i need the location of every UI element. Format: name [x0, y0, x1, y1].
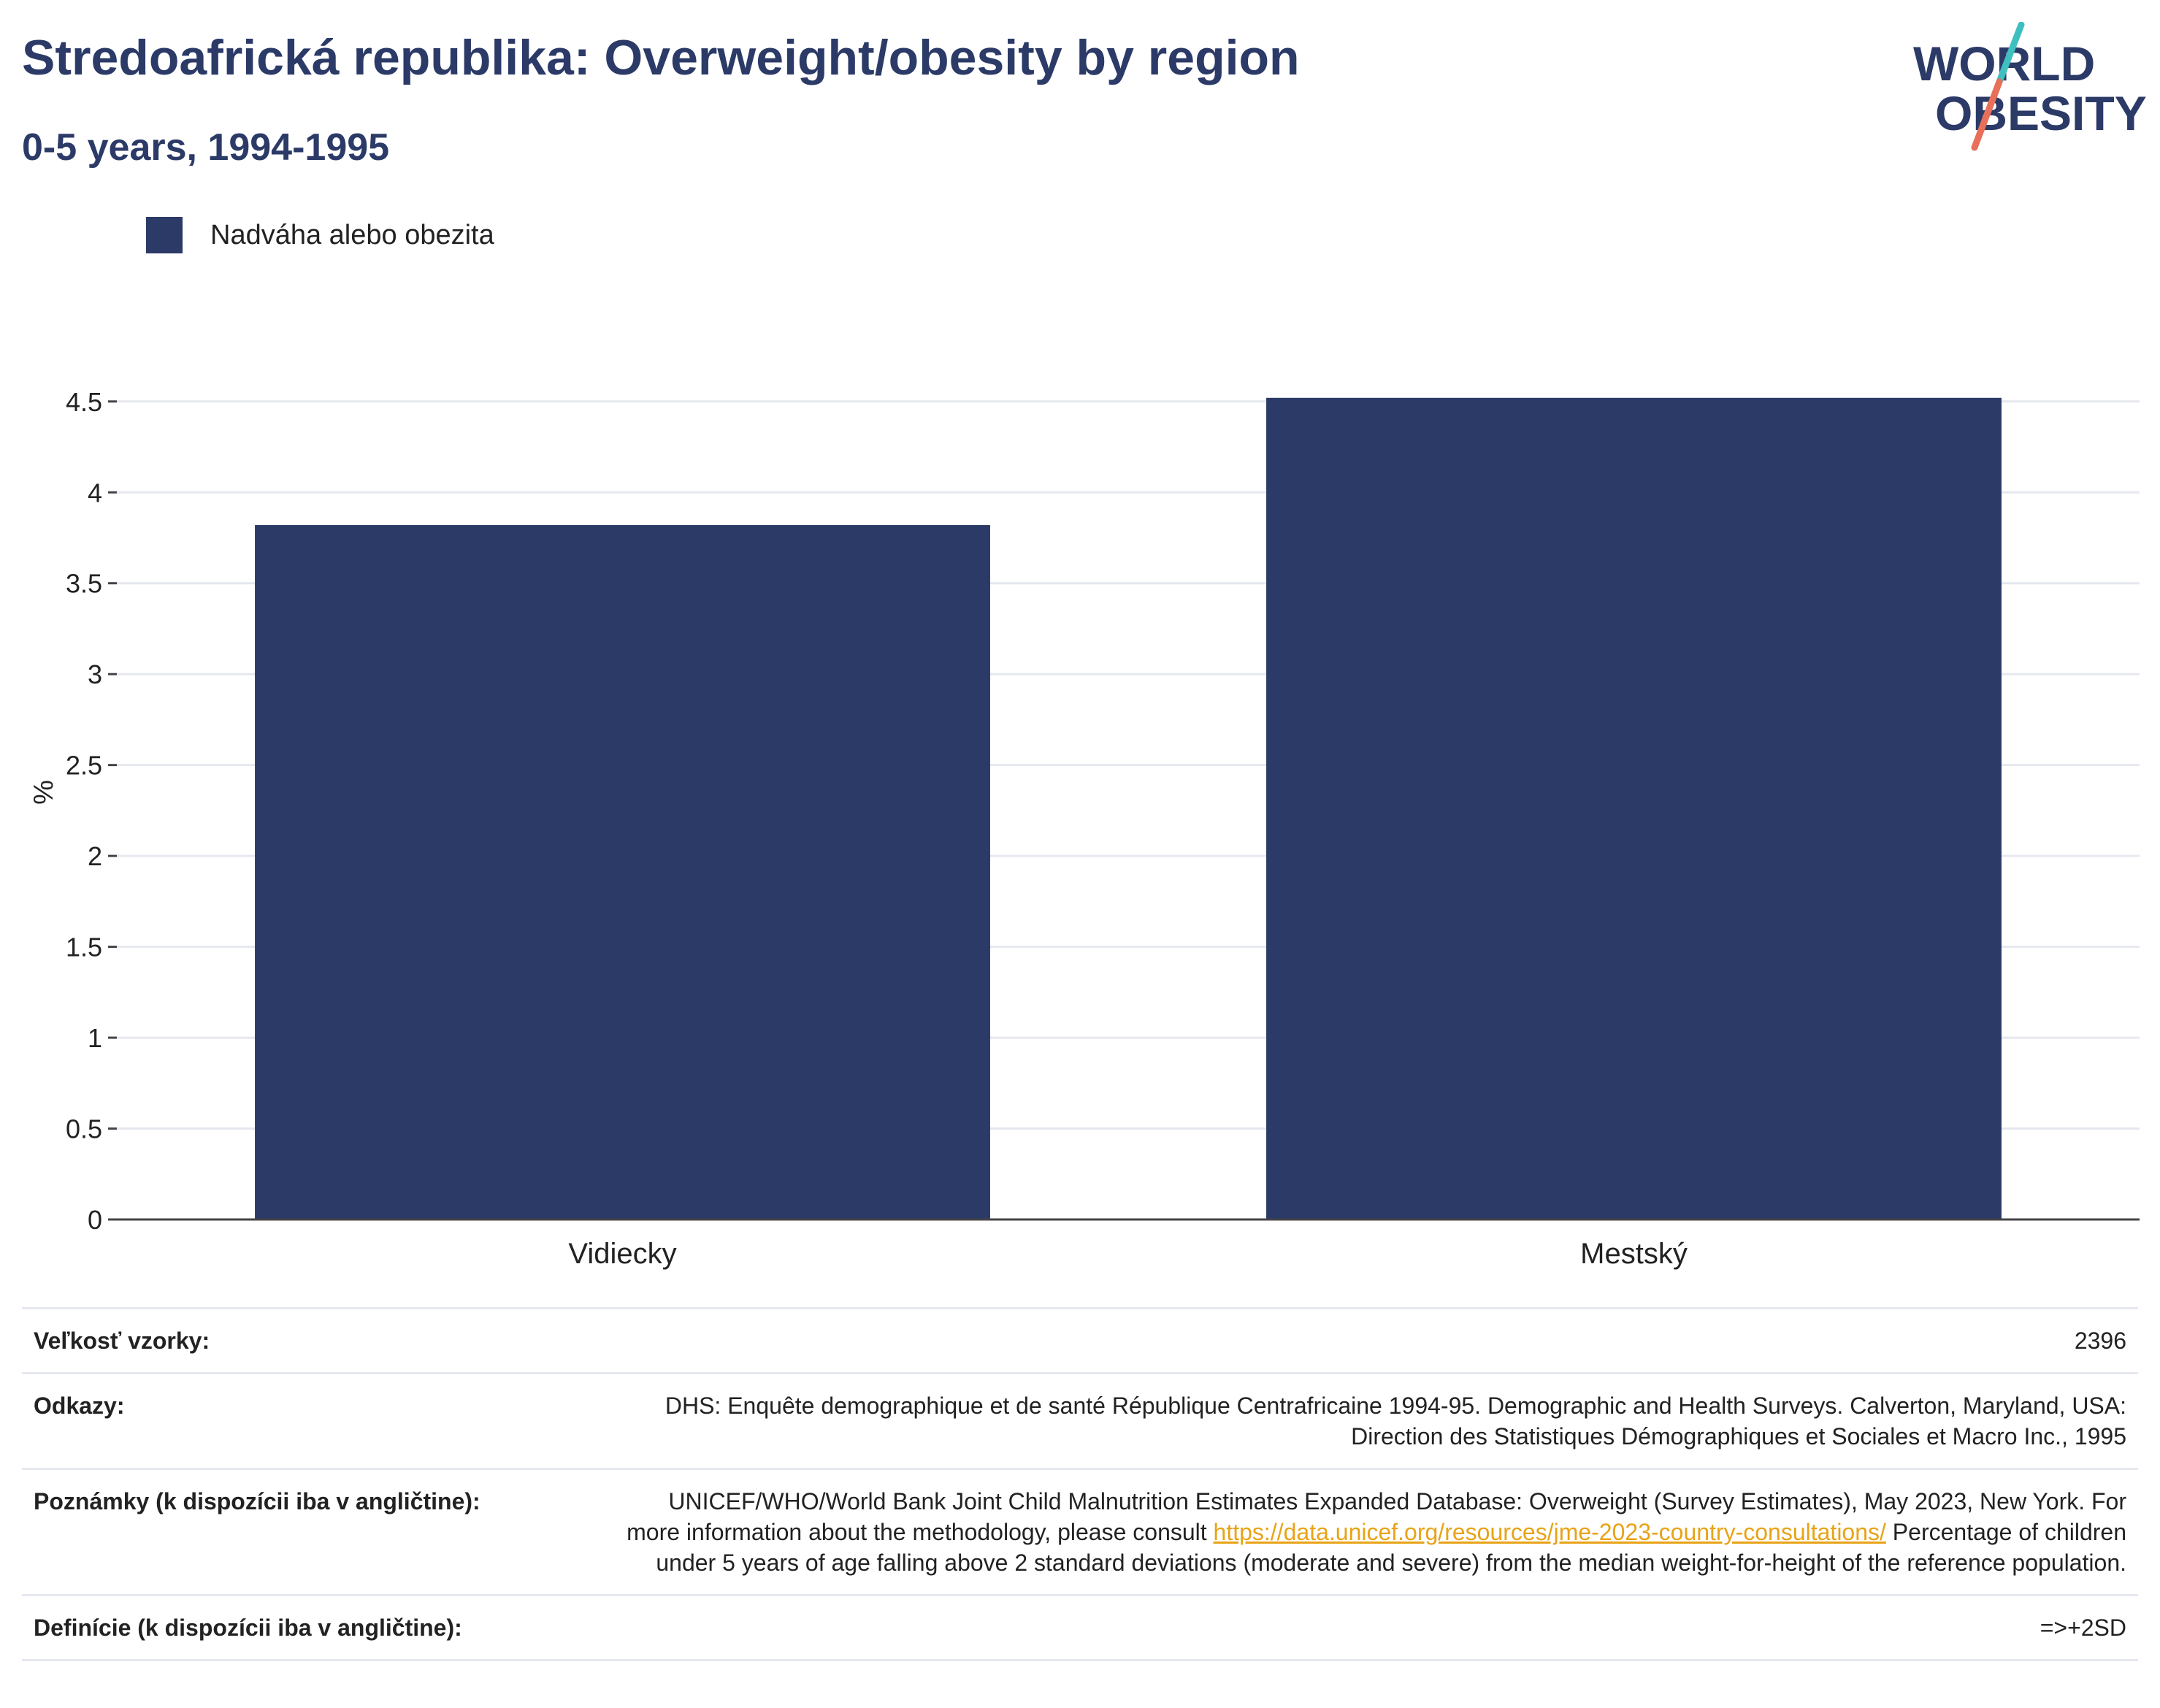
notes-text-before-link: UNICEF/WHO/World Bank Joint Child Malnut…	[627, 1488, 2126, 1545]
sample-size-value: 2396	[615, 1307, 2138, 1374]
legend-swatch	[146, 217, 183, 253]
chart-title: Stredoafrická republika: Overweight/obes…	[22, 30, 1300, 85]
y-axis-label: %	[28, 780, 59, 805]
y-tick-label: 0	[88, 1205, 102, 1235]
definitions-label: Definície (k dispozícii iba v angličtine…	[22, 1594, 615, 1661]
notes-value: UNICEF/WHO/World Bank Joint Child Malnut…	[615, 1468, 2138, 1596]
references-value: DHS: Enquête demographique et de santé R…	[615, 1372, 2138, 1470]
y-tick-label: 2	[88, 841, 102, 871]
chart-subtitle: 0-5 years, 1994-1995	[22, 126, 390, 169]
logo-text-obesity: OBESITY	[1935, 86, 2147, 140]
info-table: Veľkosť vzorky: 2396 Odkazy: DHS: Enquêt…	[22, 1307, 2138, 1661]
methodology-link[interactable]: https://data.unicef.org/resources/jme-20…	[1213, 1519, 1886, 1545]
x-category-label: Mestský	[1580, 1238, 1688, 1270]
legend-label: Nadváha alebo obezita	[210, 219, 494, 250]
info-row-references: Odkazy: DHS: Enquête demographique et de…	[22, 1372, 2138, 1470]
y-tick-label: 3.5	[66, 569, 102, 599]
bar-1	[1266, 397, 2002, 1219]
y-tick-label: 0.5	[66, 1114, 102, 1144]
notes-label: Poznámky (k dispozícii iba v angličtine)…	[22, 1468, 615, 1596]
definitions-value: =>+2SD	[615, 1594, 2138, 1661]
chart-legend: Nadváha alebo obezita	[146, 213, 494, 257]
notes-text-after-link: Percentage of children under 5 years of …	[656, 1519, 2126, 1576]
info-row-definitions: Definície (k dispozícii iba v angličtine…	[22, 1594, 2138, 1661]
y-tick-label: 4	[88, 478, 102, 508]
y-tick-label: 3	[88, 659, 102, 689]
bar-0	[255, 525, 990, 1219]
sample-size-label: Veľkosť vzorky:	[22, 1307, 615, 1374]
world-obesity-logo: WORLD OBESITY	[1913, 22, 2147, 151]
logo-slash-bottom	[1971, 78, 2003, 151]
y-tick-label: 2.5	[66, 751, 102, 781]
x-category-label: Vidiecky	[568, 1238, 676, 1270]
bar-chart: 0 0.5 1 1.5 2 2.5 3 3.5 4 4.5% Vidiecky Mestský	[28, 387, 2140, 1270]
references-label: Odkazy:	[22, 1372, 615, 1470]
info-row-notes: Poznámky (k dispozícii iba v angličtine)…	[22, 1468, 2138, 1596]
info-row-sample-size: Veľkosť vzorky: 2396	[22, 1307, 2138, 1374]
y-tick-label: 1.5	[66, 932, 102, 962]
y-tick-label: 4.5	[66, 387, 102, 417]
y-tick-label: 1	[88, 1023, 102, 1053]
logo-slash-top	[1996, 22, 2025, 85]
